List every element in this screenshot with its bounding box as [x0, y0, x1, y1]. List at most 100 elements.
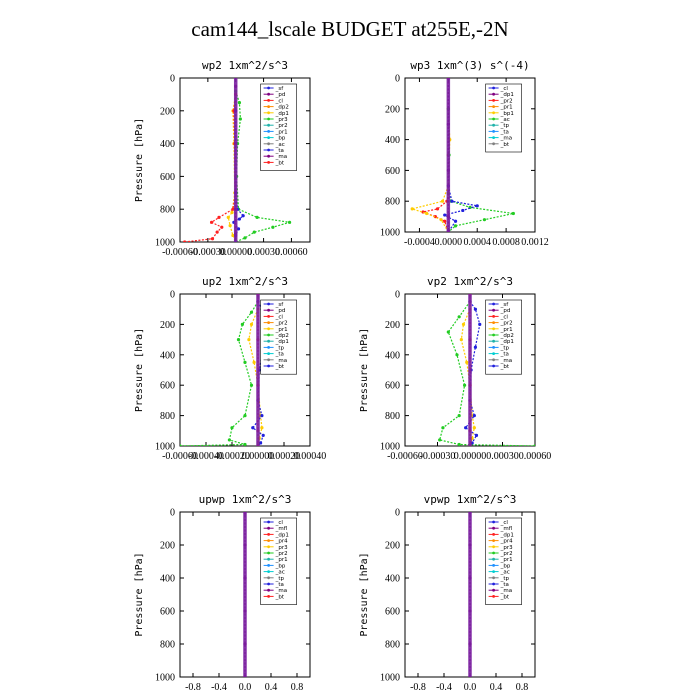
x-tick-label: 0.00000 — [454, 451, 487, 462]
series-point — [465, 360, 469, 364]
series-point — [243, 414, 247, 418]
series-point — [461, 322, 466, 326]
legend-marker — [267, 576, 270, 580]
series-point — [217, 215, 221, 219]
series-point — [255, 215, 259, 219]
legend-label: _ac — [500, 570, 510, 576]
legend-marker — [492, 308, 495, 312]
legend-label: _tp — [275, 576, 285, 582]
series-line-pr2 — [410, 108, 451, 232]
legend-marker — [492, 352, 495, 355]
legend-label: _pr2 — [275, 551, 288, 557]
y-tick-label: 1000 — [155, 238, 175, 249]
y-tick-label: 800 — [385, 640, 400, 651]
y-tick-label: 200 — [385, 104, 400, 115]
y-tick-label: 800 — [160, 640, 175, 651]
legend-label: _dp1 — [500, 92, 514, 98]
series-point — [259, 441, 263, 445]
series-point — [261, 433, 265, 437]
series-point — [473, 345, 478, 349]
series-point — [457, 442, 461, 446]
legend-marker — [492, 123, 495, 127]
legend: _sf_pd_cl_dp2_dp1_pr3_pr2_pr1_bp_ac_ta_m… — [260, 83, 297, 171]
legend-marker — [492, 582, 495, 586]
legend-marker — [267, 315, 270, 318]
legend-marker — [492, 130, 495, 133]
legend-marker — [267, 358, 270, 362]
legend: _sf_pd_cl_pr2_pr1_dp2_dp1_tp_ta_ma_bt — [485, 299, 522, 375]
y-tick-label: 0 — [395, 508, 400, 519]
y-tick-label: 800 — [160, 411, 175, 422]
series-line-dp1 — [184, 94, 237, 242]
panel-3: up2 1xm^2/s^3 Pressure [hPa] 0 200 400 600 800… — [134, 275, 326, 462]
legend-marker — [492, 136, 495, 140]
y-tick-label: 1000 — [380, 442, 400, 453]
legend-label: _bp — [275, 136, 286, 142]
series-point — [231, 233, 235, 238]
series-point — [474, 433, 479, 437]
legend-marker — [267, 595, 270, 598]
panel-2: wp3 1xm^(3) s^(-4) 0 200 400 600 800 1000 -0.00… — [380, 59, 549, 248]
series-point — [511, 211, 515, 216]
legend-marker — [267, 148, 270, 152]
series-line-dp1 — [180, 301, 259, 446]
series-point — [249, 383, 254, 387]
legend-label: _pr3 — [275, 117, 289, 123]
legend-marker — [492, 333, 495, 337]
legend-label: _pr1 — [500, 327, 513, 333]
series-point — [462, 383, 467, 387]
y-tick-label: 600 — [385, 166, 400, 177]
legend-marker — [267, 92, 270, 96]
legend-label: _mfl — [500, 526, 513, 532]
legend-marker — [492, 86, 495, 90]
series-point — [243, 360, 247, 364]
legend-marker — [267, 136, 270, 140]
legend-marker — [267, 142, 270, 146]
legend-label: _pr1 — [275, 129, 288, 135]
series-group — [180, 294, 268, 446]
legend-label: _bt — [275, 594, 285, 600]
legend-label: _pr1 — [500, 105, 513, 111]
x-tick-label: 0.0 — [239, 682, 252, 693]
series-point — [472, 426, 476, 430]
legend-label: _dp1 — [275, 339, 289, 345]
legend-marker — [267, 539, 270, 542]
legend-label: _sf — [500, 302, 510, 308]
legend-label: _bp — [500, 563, 511, 569]
legend-marker — [492, 99, 495, 102]
legend-marker — [492, 358, 495, 362]
legend-label: _sf — [275, 86, 285, 92]
legend-label: _dp2 — [500, 333, 514, 339]
series-point — [237, 217, 242, 221]
series-point — [443, 213, 447, 217]
y-tick-label: 600 — [160, 607, 175, 618]
x-tick-label: 0.00000 — [219, 247, 252, 258]
legend-label: _pr4 — [275, 539, 289, 545]
legend-label: _mfl — [275, 526, 288, 532]
series-point — [227, 438, 231, 442]
legend-label: _pr2 — [275, 123, 288, 129]
legend-marker — [492, 595, 495, 598]
series-point — [228, 224, 232, 228]
legend-label: _ta — [275, 148, 284, 154]
legend-marker — [492, 545, 495, 549]
legend: _sf_pd_cl_pr2_pr1_dp2_dp1_tp_ta_ma_bt — [260, 299, 297, 375]
legend-marker — [267, 333, 270, 337]
y-tick-label: 600 — [385, 607, 400, 618]
series-point — [472, 414, 476, 418]
legend-label: _ta — [500, 352, 509, 358]
series-point — [236, 227, 241, 231]
y-tick-label: 400 — [385, 350, 400, 361]
legend-label: _ta — [500, 582, 509, 588]
y-tick-label: 200 — [160, 541, 175, 552]
legend-marker — [267, 130, 270, 133]
legend-marker — [267, 123, 270, 127]
series-point — [241, 214, 245, 218]
legend-marker — [267, 564, 270, 567]
legend-label: _pd — [500, 308, 511, 314]
legend-label: _pr2 — [500, 551, 513, 557]
legend-marker — [492, 588, 495, 592]
panel-title: wp3 1xm^(3) s^(-4) — [410, 59, 529, 72]
series-point — [533, 444, 535, 446]
